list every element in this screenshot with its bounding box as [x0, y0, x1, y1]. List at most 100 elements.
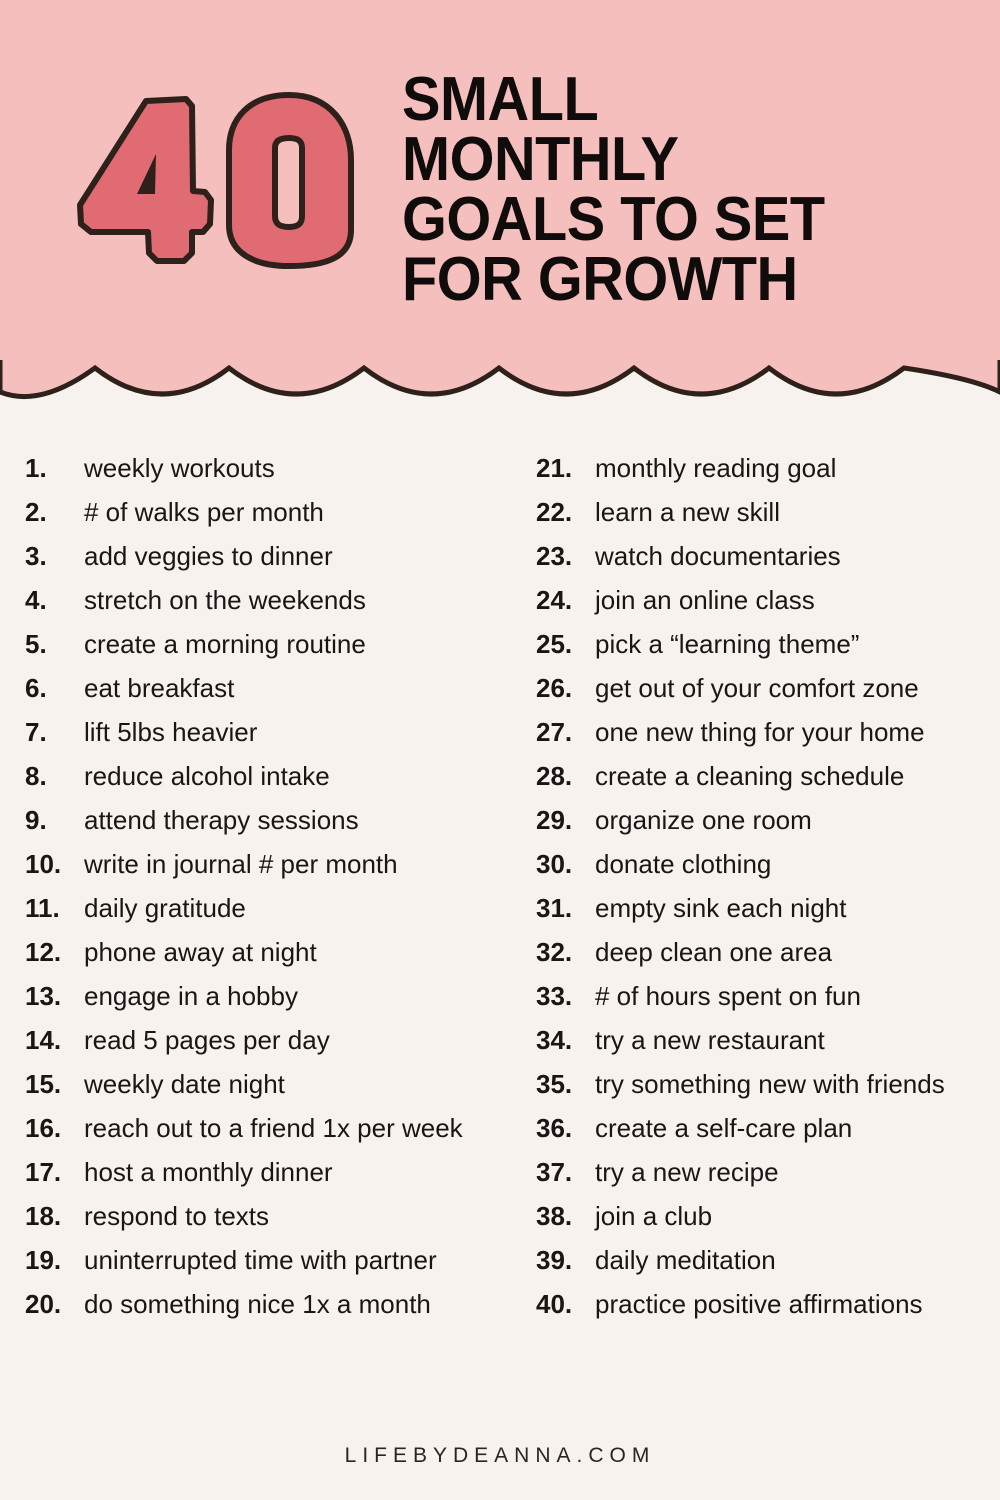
goal-number: 4.: [25, 585, 47, 615]
goal-number: 6.: [25, 673, 47, 703]
goal-item: 26. get out of your comfort zone: [536, 666, 975, 710]
goal-number: 29.: [536, 805, 573, 835]
goal-item: 35. try something new with friends: [536, 1062, 975, 1106]
goal-number: 28.: [536, 761, 573, 791]
goal-number: 17.: [25, 1157, 62, 1187]
goal-text: reach out to a friend 1x per week: [84, 1113, 463, 1143]
goal-item: 38. join a club: [536, 1194, 975, 1238]
title-line: SMALL: [402, 65, 599, 134]
goal-item: 30. donate clothing: [536, 842, 975, 886]
goal-text: daily gratitude: [84, 893, 246, 923]
goal-text: write in journal # per month: [84, 849, 398, 879]
goal-item: 16. reach out to a friend 1x per week: [25, 1106, 504, 1150]
goal-item: 24. join an online class: [536, 578, 975, 622]
goal-text: deep clean one area: [595, 937, 833, 967]
goal-number: 25.: [536, 629, 573, 659]
goal-text: # of walks per month: [84, 497, 324, 527]
goal-number: 31.: [536, 893, 573, 923]
goal-number: 38.: [536, 1201, 573, 1231]
goal-number: 32.: [536, 937, 573, 967]
goal-item: 18. respond to texts: [25, 1194, 504, 1238]
goal-text: create a self-care plan: [595, 1113, 853, 1143]
goal-number: 12.: [25, 937, 62, 967]
goal-text: eat breakfast: [84, 673, 235, 703]
goal-text: monthly reading goal: [595, 453, 837, 483]
goal-text: # of hours spent on fun: [595, 981, 861, 1011]
goal-item: 29. organize one room: [536, 798, 975, 842]
big-number-40-graphic: [77, 92, 354, 269]
goal-number: 5.: [25, 629, 47, 659]
goal-item: 10. write in journal # per month: [25, 842, 504, 886]
goal-item: 32. deep clean one area: [536, 930, 975, 974]
goal-text: join an online class: [595, 585, 815, 615]
title-line: GOALS TO SET: [402, 185, 825, 254]
goals-list-right: 21. monthly reading goal 22. learn a new sk…: [536, 446, 975, 1326]
goal-text: read 5 pages per day: [84, 1025, 330, 1055]
goal-number: 39.: [536, 1245, 573, 1275]
goal-text: try something new with friends: [595, 1069, 945, 1099]
goal-text: lift 5lbs heavier: [84, 717, 258, 747]
goal-item: 3. add veggies to dinner: [25, 534, 504, 578]
goal-item: 19. uninterrupted time with partner: [25, 1238, 504, 1282]
goal-number: 3.: [25, 541, 47, 571]
goal-number: 10.: [25, 849, 62, 879]
goal-number: 26.: [536, 673, 573, 703]
goal-item: 4. stretch on the weekends: [25, 578, 504, 622]
goal-text: engage in a hobby: [84, 981, 298, 1011]
goal-item: 8. reduce alcohol intake: [25, 754, 504, 798]
goal-item: 11. daily gratitude: [25, 886, 504, 930]
title-line: FOR GROWTH: [402, 245, 798, 314]
goal-item: 7. lift 5lbs heavier: [25, 710, 504, 754]
title-line: MONTHLY: [402, 125, 679, 194]
goal-text: watch documentaries: [595, 541, 841, 571]
goal-number: 33.: [536, 981, 573, 1011]
goal-text: add veggies to dinner: [84, 541, 333, 571]
goal-text: one new thing for your home: [595, 717, 925, 747]
goal-number: 13.: [25, 981, 62, 1011]
goal-item: 33. # of hours spent on fun: [536, 974, 975, 1018]
goal-number: 14.: [25, 1025, 62, 1055]
goal-item: 13. engage in a hobby: [25, 974, 504, 1018]
goal-text: stretch on the weekends: [84, 585, 366, 615]
goal-number: 9.: [25, 805, 47, 835]
goal-item: 34. try a new restaurant: [536, 1018, 975, 1062]
goal-text: get out of your comfort zone: [595, 673, 919, 703]
goal-item: 15. weekly date night: [25, 1062, 504, 1106]
goal-text: create a cleaning schedule: [595, 761, 905, 791]
goal-text: organize one room: [595, 805, 812, 835]
goal-number: 20.: [25, 1289, 62, 1319]
goal-number: 37.: [536, 1157, 573, 1187]
goal-number: 35.: [536, 1069, 573, 1099]
goal-number: 19.: [25, 1245, 62, 1275]
goal-text: try a new restaurant: [595, 1025, 825, 1055]
goal-number: 40.: [536, 1289, 573, 1319]
goal-text: weekly date night: [84, 1069, 285, 1099]
goal-number: 11.: [25, 893, 60, 923]
goal-item: 36. create a self-care plan: [536, 1106, 975, 1150]
goals-list-left: 1. weekly workouts 2. # of walks per month 3…: [25, 446, 504, 1326]
footer-website: LIFEBYDEANNA.COM: [344, 1444, 656, 1467]
goal-text: create a morning routine: [84, 629, 366, 659]
goal-item: 20. do something nice 1x a month: [25, 1282, 504, 1326]
goal-number: 18.: [25, 1201, 62, 1231]
goal-number: 30.: [536, 849, 573, 879]
goal-item: 27. one new thing for your home: [536, 710, 975, 754]
goal-number: 23.: [536, 541, 573, 571]
goal-text: weekly workouts: [84, 453, 275, 483]
goal-item: 21. monthly reading goal: [536, 446, 975, 490]
goal-text: reduce alcohol intake: [84, 761, 330, 791]
goal-number: 1.: [25, 453, 47, 483]
goal-item: 1. weekly workouts: [25, 446, 504, 490]
goal-number: 2.: [25, 497, 47, 527]
goal-text: donate clothing: [595, 849, 772, 879]
goal-item: 37. try a new recipe: [536, 1150, 975, 1194]
goal-item: 40. practice positive affirmations: [536, 1282, 975, 1326]
goal-number: 24.: [536, 585, 573, 615]
goal-number: 8.: [25, 761, 47, 791]
goal-number: 36.: [536, 1113, 573, 1143]
goal-item: 17. host a monthly dinner: [25, 1150, 504, 1194]
goal-number: 21.: [536, 453, 573, 483]
goal-text: attend therapy sessions: [84, 805, 359, 835]
goal-number: 16.: [25, 1113, 62, 1143]
goal-number: 27.: [536, 717, 573, 747]
